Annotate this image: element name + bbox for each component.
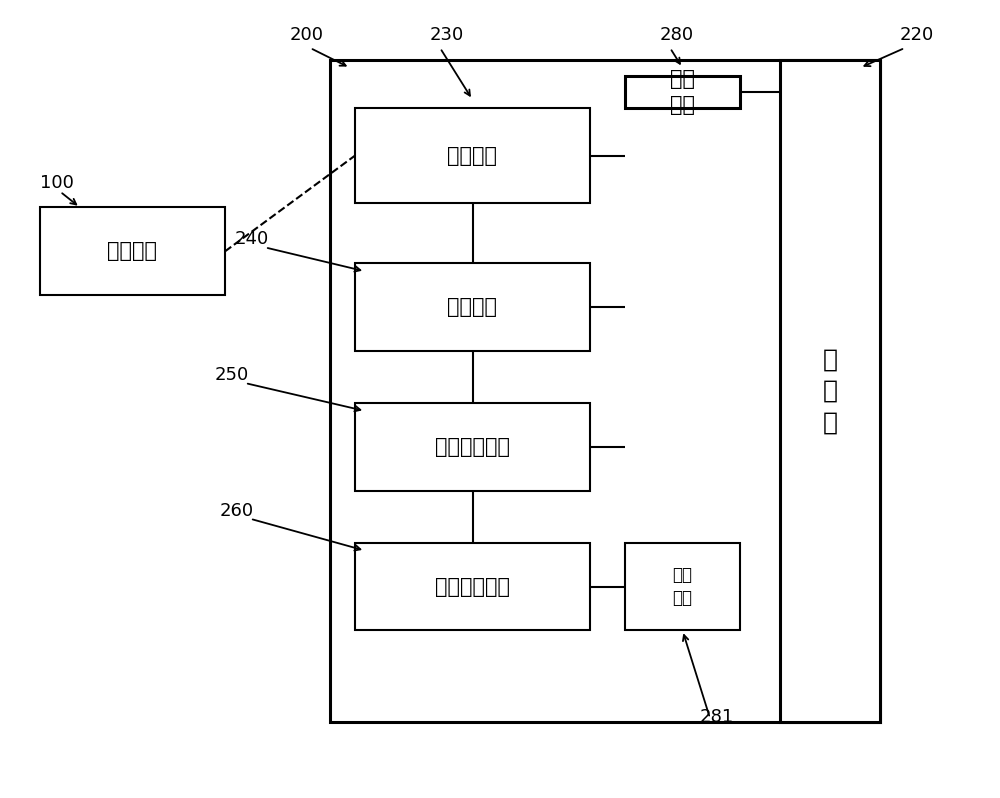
Text: 200: 200 bbox=[290, 26, 324, 44]
Bar bbox=[355, 403, 590, 491]
Bar bbox=[330, 60, 880, 722]
Text: 220: 220 bbox=[900, 26, 934, 44]
Bar bbox=[355, 263, 590, 351]
Bar bbox=[625, 543, 740, 630]
Text: 图形处理模块: 图形处理模块 bbox=[435, 437, 510, 457]
Text: 定位模块: 定位模块 bbox=[448, 297, 498, 318]
Text: 280: 280 bbox=[660, 26, 694, 44]
Text: 路径处理模块: 路径处理模块 bbox=[435, 576, 510, 597]
Bar bbox=[40, 207, 225, 295]
Text: 电子设备: 电子设备 bbox=[108, 241, 158, 262]
Text: 充电
接口: 充电 接口 bbox=[672, 566, 692, 607]
Bar bbox=[355, 108, 590, 203]
Bar bbox=[355, 543, 590, 630]
Text: 100: 100 bbox=[40, 173, 74, 192]
Text: 230: 230 bbox=[430, 26, 464, 44]
Text: 通讯模块: 通讯模块 bbox=[448, 145, 498, 166]
Text: 240: 240 bbox=[235, 231, 269, 248]
Text: 260: 260 bbox=[220, 502, 254, 519]
Text: 250: 250 bbox=[215, 366, 249, 384]
Bar bbox=[780, 60, 880, 722]
Text: 281: 281 bbox=[700, 708, 734, 726]
Text: 电池
模块: 电池 模块 bbox=[670, 69, 695, 115]
Bar bbox=[625, 76, 740, 108]
Text: 显
示
器: 显 示 器 bbox=[823, 347, 838, 435]
